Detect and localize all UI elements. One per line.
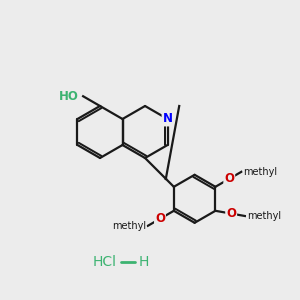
Text: N: N — [163, 112, 172, 125]
Text: O: O — [226, 207, 236, 220]
Text: HCl: HCl — [93, 255, 117, 269]
Text: O: O — [155, 212, 165, 225]
Text: O: O — [224, 172, 234, 185]
Text: methyl: methyl — [112, 221, 146, 231]
Text: methyl: methyl — [243, 167, 278, 177]
Text: methyl: methyl — [247, 211, 281, 221]
Text: HO: HO — [59, 90, 79, 103]
Text: H: H — [139, 255, 149, 269]
